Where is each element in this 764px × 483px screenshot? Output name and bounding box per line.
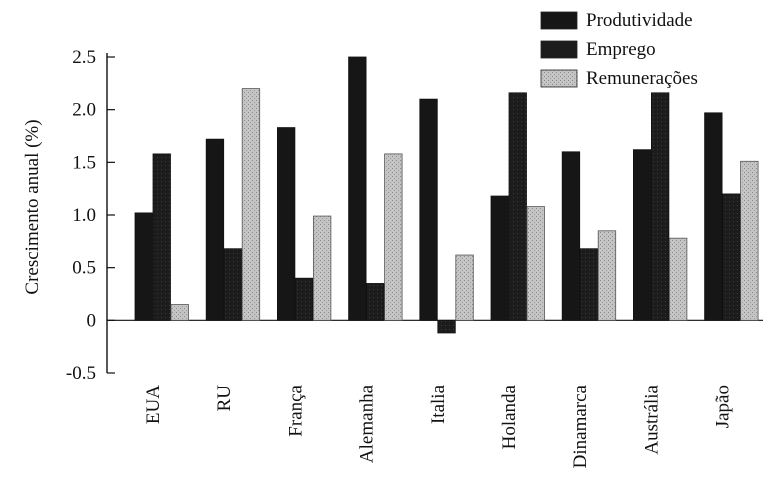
x-tick-label: Alemanha (357, 384, 378, 463)
bar-emprego-1 (223, 248, 243, 321)
x-tick-label: Japão (713, 385, 734, 428)
bar-emprego-0 (152, 153, 171, 321)
y-tick-label: 2.0 (72, 100, 96, 121)
x-tick-label: Holanda (499, 384, 520, 449)
bar-remuneraes-4 (455, 254, 474, 321)
legend-swatch (540, 40, 578, 59)
y-tick-label: 1.0 (72, 205, 96, 226)
bar-remuneraes-0 (170, 304, 189, 321)
legend-swatch (540, 11, 578, 30)
bar-emprego-6 (579, 248, 599, 321)
bar-produtividade-0 (134, 212, 153, 321)
x-tick-label: Austrália (641, 384, 662, 454)
bar-remuneraes-5 (526, 206, 545, 321)
legend-label: Emprego (586, 39, 656, 60)
bar-emprego-4 (437, 319, 456, 334)
bar-remuneraes-7 (669, 237, 688, 321)
legend-swatch (540, 69, 578, 88)
bar-remuneraes-1 (241, 88, 261, 321)
bar-remuneraes-3 (384, 153, 403, 321)
bar-produtividade-4 (419, 98, 438, 321)
y-tick-label: -0.5 (66, 363, 96, 384)
x-tick-label: RU (214, 385, 235, 412)
bar-remuneraes-2 (312, 215, 332, 321)
x-tick-label: França (285, 384, 306, 436)
bar-produtividade-7 (633, 149, 652, 321)
legend-label: Produtividade (586, 10, 693, 31)
bar-emprego-3 (366, 283, 385, 321)
bar-emprego-2 (294, 277, 314, 321)
x-tick-label: EUA (143, 385, 164, 424)
legend: Produtividade Emprego Remunerações (540, 10, 698, 89)
x-tick-label: Italia (428, 384, 449, 424)
x-tick-label: Dinamarca (570, 384, 591, 468)
bar-emprego-5 (508, 92, 527, 321)
y-tick-label: 0.5 (72, 258, 96, 279)
bar-produtividade-8 (704, 112, 723, 321)
bar-remuneraes-8 (740, 160, 759, 321)
bar-emprego-8 (722, 193, 741, 321)
bar-emprego-7 (651, 92, 670, 321)
y-axis-label: Crescimento anual (%) (22, 119, 43, 294)
legend-label: Remunerações (586, 68, 698, 89)
bars (134, 56, 759, 334)
bar-remuneraes-6 (597, 230, 617, 321)
bar-produtividade-3 (348, 56, 367, 321)
y-tick-label: 0 (87, 310, 97, 331)
bar-produtividade-1 (205, 138, 225, 321)
bar-produtividade-6 (561, 151, 581, 321)
bar-produtividade-5 (490, 195, 509, 321)
x-tick-labels: EUA RU França Alemanha Italia Holanda Dinamarc… (143, 384, 734, 468)
bar-produtividade-2 (276, 127, 296, 321)
y-tick-label: 2.5 (72, 47, 96, 68)
y-tick-label: 1.5 (72, 152, 96, 173)
